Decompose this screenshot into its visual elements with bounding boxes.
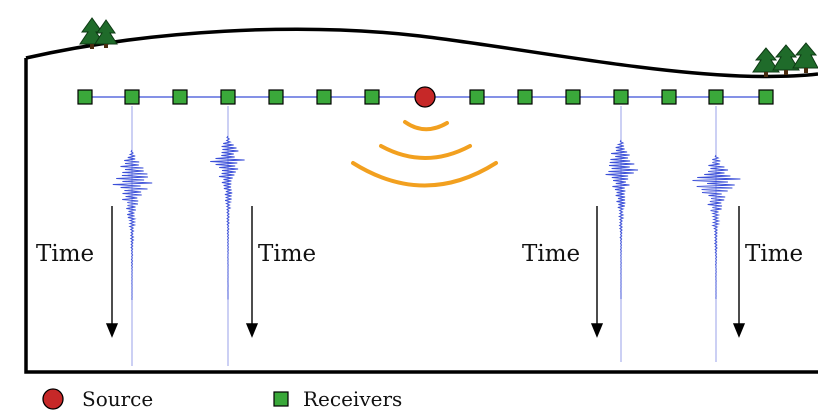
time-label-4: Time xyxy=(745,241,804,267)
legend-receivers-label: Receivers xyxy=(303,387,403,411)
time-label-1: Time xyxy=(36,241,95,267)
receiver-icon-13 xyxy=(708,89,724,105)
time-arrow-1 xyxy=(105,206,119,338)
receiver-icon-10 xyxy=(565,89,581,105)
receiver-icon-14 xyxy=(758,89,774,105)
legend-source-icon xyxy=(42,388,64,410)
time-arrow-4 xyxy=(732,206,746,338)
seismic-trace-2 xyxy=(210,135,245,300)
receiver-icon-7 xyxy=(364,89,380,105)
receiver-icon-1 xyxy=(77,89,93,105)
receiver-icon-9 xyxy=(517,89,533,105)
time-label-3: Time xyxy=(522,241,581,267)
receiver-icon-4 xyxy=(220,89,236,105)
time-arrow-2 xyxy=(245,206,259,338)
receiver-icon-3 xyxy=(172,89,188,105)
receiver-icon-11 xyxy=(613,89,629,105)
wavefronts xyxy=(351,120,498,188)
legend-receiver-icon xyxy=(273,391,289,407)
source-icon xyxy=(414,86,436,108)
ground-surface-outline xyxy=(24,27,818,374)
receiver-icon-6 xyxy=(316,89,332,105)
receiver-icon-12 xyxy=(661,89,677,105)
seismic-traces xyxy=(112,135,741,301)
time-arrows xyxy=(105,206,746,338)
time-label-2: Time xyxy=(258,241,317,267)
time-arrow-3 xyxy=(590,206,604,338)
trees-left-icon xyxy=(79,17,118,49)
seismic-trace-1 xyxy=(112,149,153,301)
receiver-icon-8 xyxy=(469,89,485,105)
seismic-trace-4 xyxy=(692,154,741,300)
receiver-icon-5 xyxy=(268,89,284,105)
legend-source-label: Source xyxy=(82,387,154,411)
trace-baselines xyxy=(131,106,717,366)
seismic-trace-3 xyxy=(605,139,639,299)
receiver-icon-2 xyxy=(124,89,140,105)
receivers xyxy=(77,89,774,105)
trees-right-icon xyxy=(752,42,818,77)
